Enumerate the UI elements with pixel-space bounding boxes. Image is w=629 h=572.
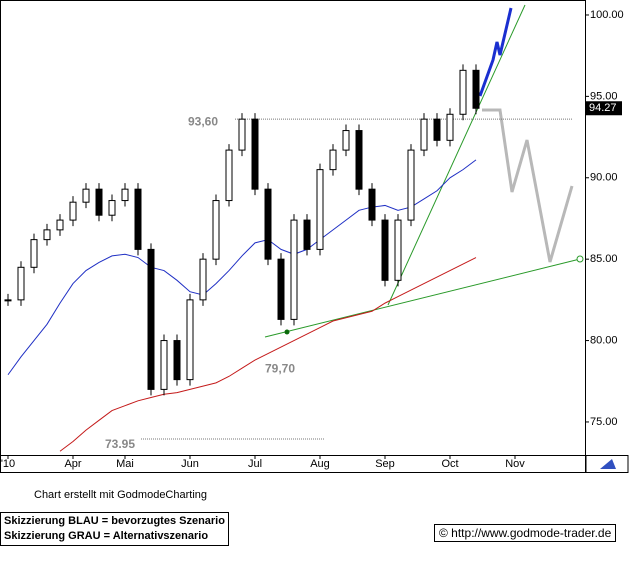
candle [69,201,77,221]
x-tick-label: Sep [375,458,395,470]
x-tick-label: Nov [505,458,525,470]
candle [238,118,246,151]
candle [108,200,116,216]
price-label: 94.27 [589,102,617,114]
chart: 75.00 80.00 85.00 90.00 95.00 100.00 '10 Apr Mai… [0,0,629,473]
candle [394,219,402,281]
candle [4,299,12,302]
candle [121,188,129,202]
y-tick-label: 100.00 [590,9,624,21]
candle [251,118,259,190]
x-tick-label: Mai [116,458,134,470]
y-tick-label: 95.00 [590,90,618,102]
candle [420,118,428,151]
y-tick-label: 85.00 [590,253,618,265]
trend-line [264,258,581,338]
candle [316,169,324,250]
candle [199,258,207,301]
credit: Chart erstellt mit GodmodeCharting [34,489,208,501]
moving-average [59,257,477,452]
trend-line [387,4,526,306]
candle [368,188,376,221]
candle [186,299,194,381]
y-tick-label: 75.00 [590,416,618,428]
candle [43,229,51,241]
candle [147,248,155,390]
x-tick-label: Apr [64,458,81,470]
candle [160,340,168,390]
x-tick-label: Oct [441,458,458,470]
candle [212,200,220,260]
candle [56,219,64,231]
candle [407,149,415,221]
candle [277,258,285,320]
candle [264,188,272,260]
candle [446,113,454,141]
x-axis-band [0,455,586,473]
y-tick-label: 80.00 [590,334,618,346]
level-label: 93,60 [188,114,218,128]
price-box [586,101,622,116]
legend-blue: Skizzierung BLAU = bevorzugtes Szenario [4,515,225,527]
candle [173,340,181,381]
x-tick-label: Jul [248,458,262,470]
trend-marker [284,329,290,335]
trend-marker [576,255,584,263]
level-label: 73.95 [105,437,135,451]
candle [381,219,389,281]
candle [134,188,142,250]
candle [459,69,467,115]
candle [95,188,103,216]
source-link[interactable]: © http://www.godmode-trader.de [434,524,617,542]
candle [472,69,480,109]
scenario-blue [478,7,513,97]
candle [329,149,337,171]
candle [17,266,25,301]
candle [290,219,298,320]
legend-box: Skizzierung BLAU = bevorzugtes Szenario … [0,512,229,546]
candle [355,130,363,190]
candle [82,188,90,203]
candle [225,149,233,202]
moving-average [7,159,477,376]
scenario-gray [482,108,574,263]
x-tick-label: Jun [181,458,199,470]
candle [303,219,311,250]
candle [30,239,38,268]
candle [433,118,441,141]
x-tick-label: '10 [1,458,15,470]
legend-gray: Skizzierung GRAU = Alternativszenario [4,530,209,542]
y-tick-label: 90.00 [590,172,618,184]
corner-icon [600,459,616,469]
level-label: 79,70 [265,362,295,376]
candle [342,130,350,151]
x-tick-label: Aug [310,458,330,470]
